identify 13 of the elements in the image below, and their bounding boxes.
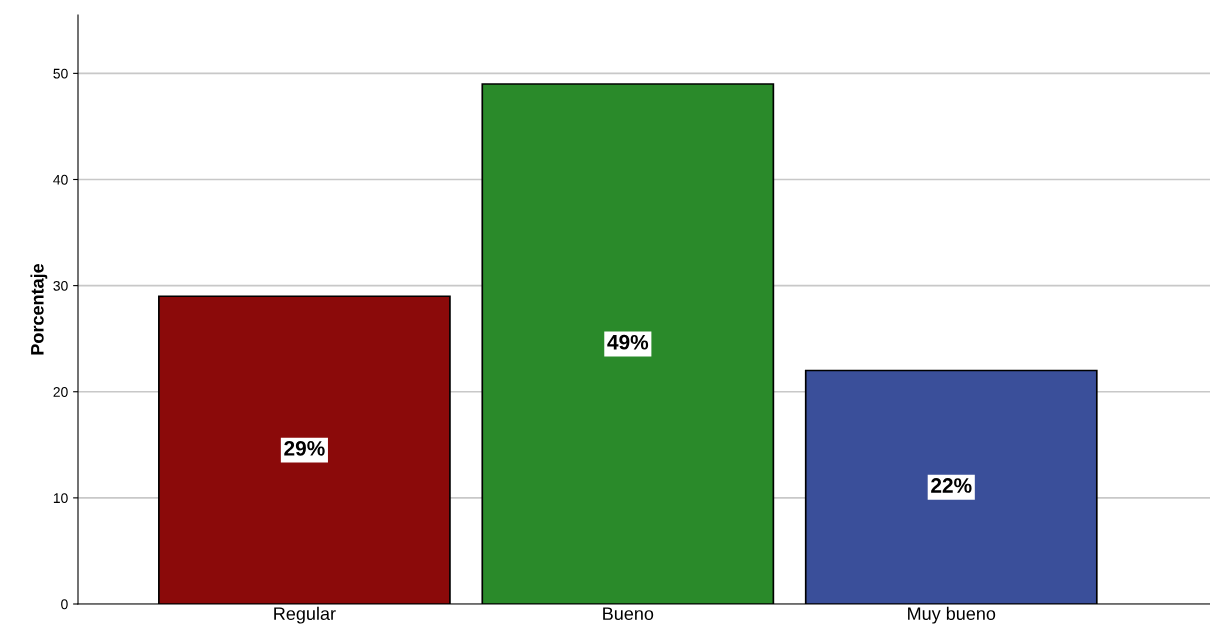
y-tick-label: 0 [61, 599, 68, 610]
y-tick-label: 20 [53, 387, 68, 397]
data-label: 29% [284, 440, 325, 456]
x-tick-label: Bueno [603, 607, 654, 621]
x-tick-label: Muy bueno [908, 606, 996, 624]
x-tick-label: Regular [274, 606, 336, 624]
y-tick-label: 30 [53, 280, 68, 291]
y-tick-label: 40 [53, 174, 68, 185]
y-tick-label: 10 [53, 493, 68, 504]
data-label: 22% [931, 478, 972, 493]
y-tick-label: 50 [53, 68, 68, 79]
y-axis-title: Porcentaje [30, 263, 48, 355]
data-label: 49% [607, 334, 649, 350]
